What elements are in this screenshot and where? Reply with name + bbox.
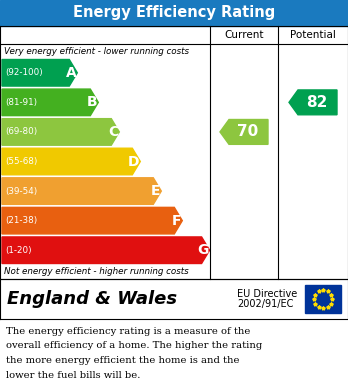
Text: England & Wales: England & Wales (7, 290, 177, 308)
Text: EU Directive: EU Directive (237, 289, 297, 299)
Bar (0, 279, 348, 319)
Text: A: A (65, 66, 76, 80)
Text: C: C (108, 125, 118, 139)
Text: overall efficiency of a home. The higher the rating: overall efficiency of a home. The higher… (6, 341, 262, 350)
Polygon shape (2, 237, 209, 264)
Polygon shape (2, 178, 161, 204)
Polygon shape (289, 90, 337, 115)
Text: Current: Current (224, 30, 264, 40)
Bar (305, 285, 341, 313)
Text: (92-100): (92-100) (5, 68, 43, 77)
Polygon shape (2, 118, 119, 145)
Text: lower the fuel bills will be.: lower the fuel bills will be. (6, 371, 140, 380)
Text: The energy efficiency rating is a measure of the: The energy efficiency rating is a measur… (6, 327, 250, 336)
Text: B: B (87, 95, 97, 109)
Text: 82: 82 (306, 95, 328, 110)
Polygon shape (2, 148, 140, 175)
Text: E: E (151, 184, 160, 198)
Text: 70: 70 (237, 124, 259, 140)
Bar (0, 0, 348, 26)
Text: (55-68): (55-68) (5, 157, 37, 166)
Text: Potential: Potential (290, 30, 336, 40)
Polygon shape (220, 120, 268, 144)
Text: (39-54): (39-54) (5, 187, 37, 196)
Text: (21-38): (21-38) (5, 216, 37, 225)
Text: Not energy efficient - higher running costs: Not energy efficient - higher running co… (4, 267, 189, 276)
Text: F: F (172, 213, 181, 228)
Text: Very energy efficient - lower running costs: Very energy efficient - lower running co… (4, 47, 189, 56)
Polygon shape (2, 59, 77, 86)
Text: Energy Efficiency Rating: Energy Efficiency Rating (73, 5, 275, 20)
Text: the more energy efficient the home is and the: the more energy efficient the home is an… (6, 356, 239, 365)
Text: (69-80): (69-80) (5, 127, 37, 136)
Polygon shape (2, 207, 182, 234)
Bar (0, 319, 348, 391)
Text: (81-91): (81-91) (5, 98, 37, 107)
Polygon shape (2, 89, 98, 116)
Bar (0, 26, 348, 279)
Text: D: D (128, 154, 139, 169)
Text: (1-20): (1-20) (5, 246, 32, 255)
Text: 2002/91/EC: 2002/91/EC (237, 299, 293, 309)
Text: G: G (197, 243, 208, 257)
